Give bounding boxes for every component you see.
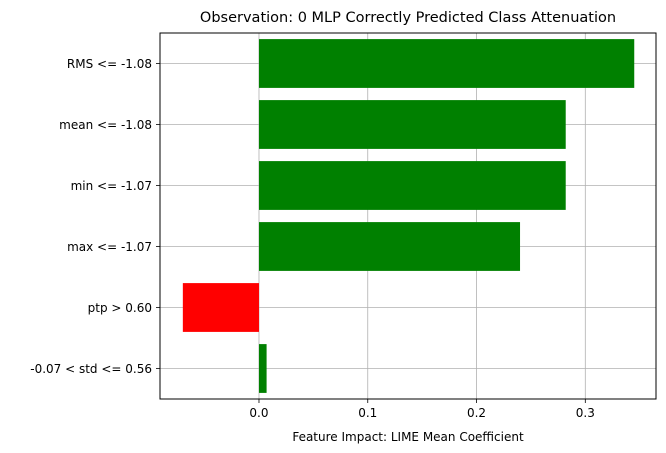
x-axis-label: Feature Impact: LIME Mean Coefficient	[292, 430, 524, 444]
x-tick-label: 0.2	[467, 406, 486, 420]
chart-title: Observation: 0 MLP Correctly Predicted C…	[200, 10, 616, 26]
y-tick-label: ptp > 0.60	[88, 301, 152, 315]
bar	[258, 100, 566, 149]
bar	[182, 283, 259, 332]
y-tick-label: -0.07 < std <= 0.56	[30, 362, 152, 376]
bar	[258, 39, 635, 88]
bar	[258, 344, 267, 393]
x-tick-label: 0.1	[358, 406, 377, 420]
tick-layer: 0.0 0.1 0.2 0.3 RMS <= -1.08 mean <= -1.08 min…	[30, 57, 595, 420]
plot-frame	[159, 32, 657, 400]
x-tick-label: 0.3	[576, 406, 595, 420]
bar	[258, 161, 566, 210]
bar	[258, 222, 521, 271]
y-tick-label: RMS <= -1.08	[67, 57, 152, 71]
y-tick-label: max <= -1.07	[67, 240, 152, 254]
bar-layer	[182, 39, 635, 393]
y-tick-label: mean <= -1.08	[59, 118, 152, 132]
y-tick-label: min <= -1.07	[71, 179, 152, 193]
grid-layer	[160, 33, 656, 399]
x-tick-label: 0.0	[249, 406, 268, 420]
